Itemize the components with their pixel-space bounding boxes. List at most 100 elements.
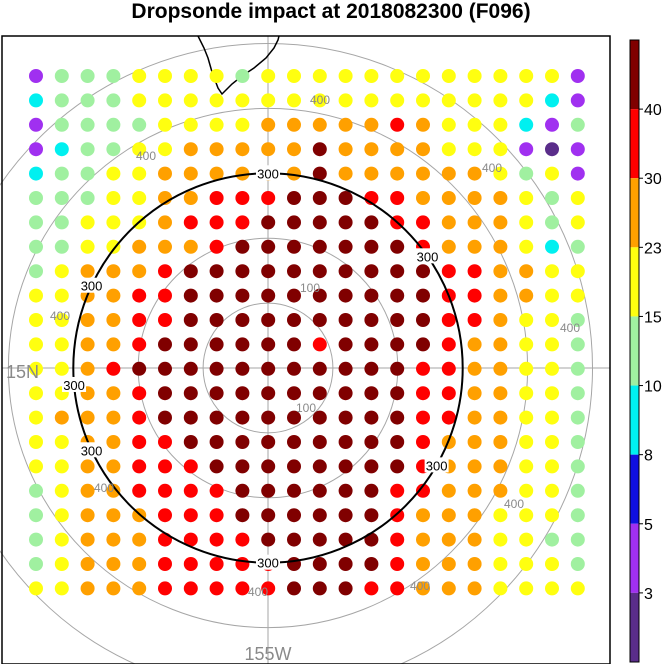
impact-dot — [261, 410, 276, 425]
impact-dot — [132, 386, 147, 401]
impact-dot — [545, 117, 559, 132]
range-ring-label: 400 — [504, 497, 524, 511]
colorbar-segment — [630, 178, 639, 248]
impact-dot — [390, 166, 405, 181]
impact-dot — [441, 508, 456, 523]
impact-dot — [29, 459, 43, 474]
impact-dot — [29, 557, 43, 571]
impact-dot — [261, 117, 276, 132]
impact-dot — [132, 191, 147, 205]
impact-dot — [54, 215, 69, 230]
impact-dot — [519, 117, 534, 132]
impact-dot — [54, 581, 69, 596]
impact-dot — [467, 69, 482, 83]
impact-dot — [493, 239, 508, 254]
colorbar-segment — [630, 523, 639, 593]
impact-dot — [390, 557, 405, 571]
impact-dot — [545, 239, 559, 254]
impact-dot — [54, 508, 69, 523]
impact-dot — [545, 532, 559, 547]
impact-dot — [183, 459, 198, 474]
impact-dot — [158, 239, 172, 254]
colorbar-tick-label: 15 — [644, 309, 662, 326]
impact-dot — [80, 313, 95, 327]
impact-dot — [364, 117, 379, 132]
impact-dot — [287, 191, 301, 205]
impact-dot — [545, 313, 559, 327]
impact-dot — [467, 557, 482, 571]
impact-dot — [132, 69, 147, 83]
impact-dot — [132, 142, 147, 157]
impact-dot — [312, 69, 327, 83]
impact-dot — [106, 483, 121, 498]
impact-dot — [106, 361, 121, 376]
impact-dot — [287, 483, 301, 498]
impact-dot — [209, 386, 224, 401]
impact-dot — [364, 69, 379, 83]
impact-dot — [183, 410, 198, 425]
impact-dot — [80, 264, 95, 279]
impact-dot — [338, 215, 353, 230]
impact-dot — [416, 361, 430, 376]
impact-dot — [416, 435, 430, 449]
impact-dot — [106, 142, 121, 157]
impact-dot — [312, 215, 327, 230]
impact-dot — [209, 191, 224, 205]
impact-dot — [209, 410, 224, 425]
impact-dot — [158, 313, 172, 327]
impact-dot — [416, 532, 430, 547]
impact-dot — [80, 191, 95, 205]
impact-dot — [261, 459, 276, 474]
impact-dot — [261, 483, 276, 498]
impact-dot — [106, 93, 121, 108]
impact-dot — [545, 191, 559, 205]
coastline — [197, 35, 280, 96]
impact-dot — [338, 337, 353, 352]
impact-dot — [287, 142, 301, 157]
impact-dot — [158, 166, 172, 181]
impact-dot — [158, 93, 172, 108]
impact-dot — [80, 557, 95, 571]
impact-dot — [209, 166, 224, 181]
impact-dot — [338, 93, 353, 108]
impact-dot — [132, 557, 147, 571]
impact-dot — [132, 435, 147, 449]
impact-dot — [416, 337, 430, 352]
impact-dot — [106, 557, 121, 571]
impact-dot — [29, 435, 43, 449]
impact-dot — [183, 386, 198, 401]
impact-dot — [209, 288, 224, 303]
impact-dot — [261, 386, 276, 401]
impact-dot — [493, 191, 508, 205]
impact-dot — [493, 337, 508, 352]
impact-dot — [80, 581, 95, 596]
range-ring-label: 400 — [94, 481, 114, 495]
impact-dot — [312, 117, 327, 132]
impact-dot — [287, 459, 301, 474]
impact-dot — [467, 483, 482, 498]
impact-dot — [287, 337, 301, 352]
impact-dot — [261, 288, 276, 303]
impact-dot — [570, 239, 585, 254]
colorbar-segment — [630, 592, 639, 662]
impact-dot — [209, 557, 224, 571]
impact-dot — [80, 215, 95, 230]
impact-dot — [441, 117, 456, 132]
impact-dot — [364, 459, 379, 474]
impact-dot — [261, 215, 276, 230]
impact-dot — [183, 337, 198, 352]
impact-dot — [106, 581, 121, 596]
impact-dot — [390, 69, 405, 83]
impact-dot — [364, 337, 379, 352]
impact-dot — [416, 215, 430, 230]
impact-dot — [235, 508, 250, 523]
impact-dot — [158, 532, 172, 547]
impact-dot — [29, 93, 43, 108]
colorbar-tick-label: 5 — [644, 517, 653, 534]
impact-dot — [364, 264, 379, 279]
impact-dot — [29, 264, 43, 279]
impact-dot — [287, 93, 301, 108]
impact-dot — [80, 166, 95, 181]
impact-dot — [467, 264, 482, 279]
impact-dot — [29, 410, 43, 425]
